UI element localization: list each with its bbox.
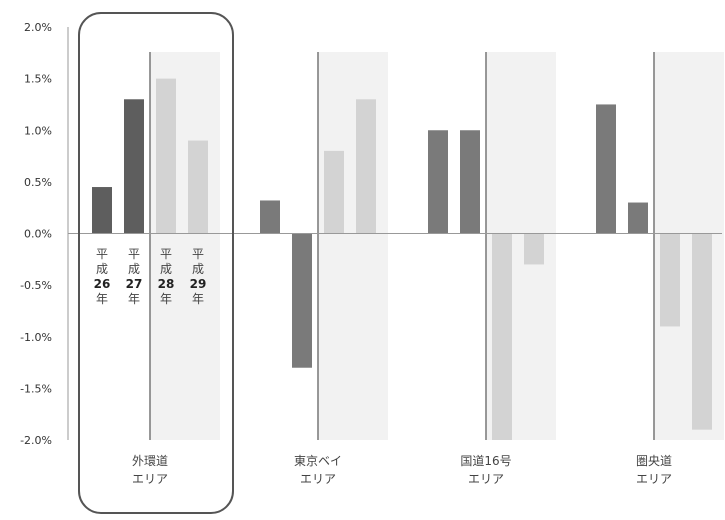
bar: [524, 234, 544, 265]
bar: [188, 141, 208, 234]
forecast-dividers: [150, 52, 654, 440]
bar: [92, 187, 112, 233]
bar: [356, 99, 376, 233]
area-label-line2: エリア: [132, 472, 168, 486]
y-tick-label: 1.0%: [24, 124, 52, 137]
year-label-char: 年: [160, 292, 172, 306]
bar: [124, 99, 144, 233]
year-number-label: 29: [190, 277, 207, 291]
bar: [292, 234, 312, 368]
y-tick-label: 0.0%: [24, 228, 52, 241]
y-tick-label: -2.0%: [20, 434, 52, 447]
area-label-line1: 国道16号: [460, 454, 511, 468]
bar: [628, 203, 648, 234]
year-number-label: 28: [158, 277, 175, 291]
area-label-line2: エリア: [300, 472, 336, 486]
y-tick-label: 0.5%: [24, 176, 52, 189]
year-label-char: 成: [128, 262, 140, 276]
bar: [660, 234, 680, 327]
area-label-line2: エリア: [468, 472, 504, 486]
forecast-band: [318, 52, 388, 440]
area-label-line1: 外環道: [132, 454, 168, 468]
bar: [692, 234, 712, 430]
y-axis: 2.0% 1.5% 1.0% 0.5% 0.0% -0.5% -1.0% -1.5% -2.0%: [20, 21, 68, 447]
year-label-char: 年: [96, 292, 108, 306]
y-tick-label: -1.5%: [20, 382, 52, 395]
bar: [428, 130, 448, 233]
area-label-line1: 東京ベイ: [294, 454, 342, 468]
year-label-char: 成: [96, 262, 108, 276]
year-number-label: 26: [94, 277, 111, 291]
area-label-line2: エリア: [636, 472, 672, 486]
year-label-char: 平: [128, 247, 140, 261]
y-tick-label: 2.0%: [24, 21, 52, 34]
year-label-char: 年: [128, 292, 140, 306]
bar: [492, 234, 512, 441]
forecast-bands: [150, 52, 724, 440]
year-label-char: 平: [160, 247, 172, 261]
year-label-char: 平: [96, 247, 108, 261]
y-tick-label: -0.5%: [20, 279, 52, 292]
area-label-line1: 圏央道: [636, 454, 672, 468]
y-tick-label: -1.0%: [20, 331, 52, 344]
year-label-char: 年: [192, 292, 204, 306]
bar: [260, 200, 280, 233]
bar: [460, 130, 480, 233]
bar: [156, 79, 176, 234]
year-label-char: 平: [192, 247, 204, 261]
year-number-label: 27: [126, 277, 143, 291]
year-label-char: 成: [160, 262, 172, 276]
bar: [324, 151, 344, 234]
y-tick-label: 1.5%: [24, 73, 52, 86]
year-label-char: 成: [192, 262, 204, 276]
bar: [596, 104, 616, 233]
